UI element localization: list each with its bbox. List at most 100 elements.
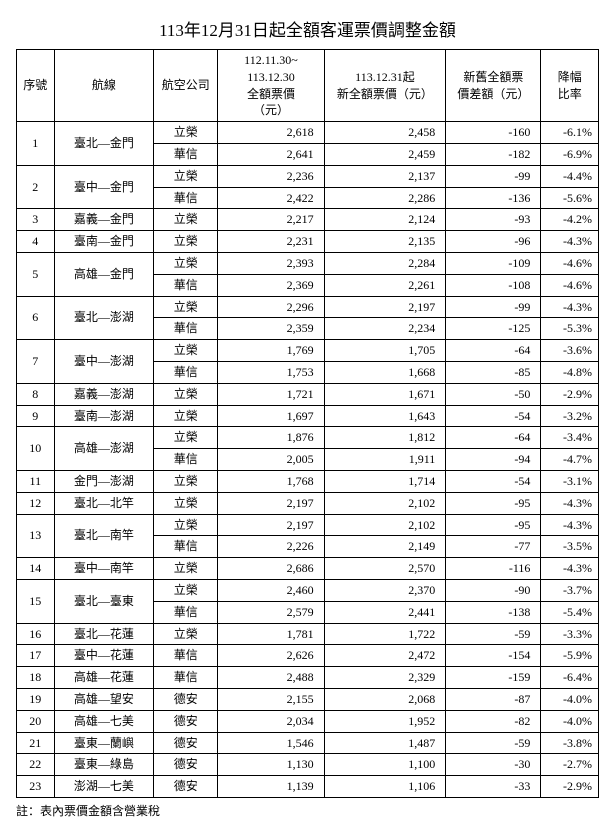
cell-rate: -3.2% — [541, 405, 599, 427]
cell-route: 高雄—望安 — [54, 688, 154, 710]
cell-new: 2,472 — [324, 645, 446, 667]
col-rate: 降幅比率 — [541, 50, 599, 122]
cell-airline: 立榮 — [154, 296, 218, 318]
cell-rate: -4.4% — [541, 165, 599, 187]
cell-old: 1,697 — [218, 405, 324, 427]
cell-route: 臺中—澎湖 — [54, 340, 154, 384]
cell-old: 2,579 — [218, 601, 324, 623]
cell-idx: 12 — [17, 492, 55, 514]
cell-idx: 11 — [17, 470, 55, 492]
cell-old: 2,005 — [218, 449, 324, 471]
cell-diff: -154 — [446, 645, 541, 667]
cell-route: 臺北—金門 — [54, 122, 154, 166]
cell-new: 1,911 — [324, 449, 446, 471]
cell-old: 2,460 — [218, 579, 324, 601]
cell-old: 1,546 — [218, 732, 324, 754]
cell-new: 1,100 — [324, 754, 446, 776]
cell-idx: 16 — [17, 623, 55, 645]
cell-old: 2,686 — [218, 558, 324, 580]
cell-new: 2,124 — [324, 209, 446, 231]
cell-rate: -3.3% — [541, 623, 599, 645]
table-row: 13臺北—南竿立榮2,1972,102-95-4.3% — [17, 514, 599, 536]
cell-idx: 20 — [17, 710, 55, 732]
cell-old: 1,753 — [218, 361, 324, 383]
cell-idx: 21 — [17, 732, 55, 754]
table-row: 20高雄—七美德安2,0341,952-82-4.0% — [17, 710, 599, 732]
cell-airline: 華信 — [154, 449, 218, 471]
cell-old: 1,781 — [218, 623, 324, 645]
cell-rate: -5.4% — [541, 601, 599, 623]
cell-idx: 10 — [17, 427, 55, 471]
cell-airline: 立榮 — [154, 470, 218, 492]
cell-rate: -6.1% — [541, 122, 599, 144]
table-row: 4臺南—金門立榮2,2312,135-96-4.3% — [17, 231, 599, 253]
cell-new: 2,234 — [324, 318, 446, 340]
cell-idx: 8 — [17, 383, 55, 405]
cell-new: 1,643 — [324, 405, 446, 427]
cell-idx: 9 — [17, 405, 55, 427]
cell-new: 2,197 — [324, 296, 446, 318]
col-new: 113.12.31起新全額票價（元） — [324, 50, 446, 122]
cell-old: 2,197 — [218, 514, 324, 536]
cell-airline: 華信 — [154, 361, 218, 383]
cell-old: 2,296 — [218, 296, 324, 318]
cell-route: 高雄—花蓮 — [54, 667, 154, 689]
cell-old: 2,034 — [218, 710, 324, 732]
table-row: 8嘉義—澎湖立榮1,7211,671-50-2.9% — [17, 383, 599, 405]
table-row: 17臺中—花蓮華信2,6262,472-154-5.9% — [17, 645, 599, 667]
cell-route: 臺北—花蓮 — [54, 623, 154, 645]
cell-diff: -136 — [446, 187, 541, 209]
cell-airline: 華信 — [154, 645, 218, 667]
cell-diff: -64 — [446, 427, 541, 449]
cell-rate: -4.8% — [541, 361, 599, 383]
cell-rate: -4.3% — [541, 296, 599, 318]
table-row: 16臺北—花蓮立榮1,7811,722-59-3.3% — [17, 623, 599, 645]
cell-diff: -109 — [446, 252, 541, 274]
cell-rate: -4.3% — [541, 558, 599, 580]
cell-rate: -4.0% — [541, 710, 599, 732]
cell-diff: -87 — [446, 688, 541, 710]
cell-diff: -50 — [446, 383, 541, 405]
cell-airline: 華信 — [154, 187, 218, 209]
cell-diff: -125 — [446, 318, 541, 340]
col-idx: 序號 — [17, 50, 55, 122]
table-row: 6臺北—澎湖立榮2,2962,197-99-4.3% — [17, 296, 599, 318]
cell-diff: -99 — [446, 165, 541, 187]
cell-old: 2,626 — [218, 645, 324, 667]
cell-new: 2,102 — [324, 492, 446, 514]
cell-new: 1,671 — [324, 383, 446, 405]
cell-route: 臺北—北竿 — [54, 492, 154, 514]
cell-airline: 華信 — [154, 274, 218, 296]
cell-new: 2,441 — [324, 601, 446, 623]
cell-airline: 華信 — [154, 667, 218, 689]
cell-new: 2,286 — [324, 187, 446, 209]
cell-diff: -54 — [446, 405, 541, 427]
cell-rate: -3.8% — [541, 732, 599, 754]
col-diff: 新舊全額票價差額（元） — [446, 50, 541, 122]
cell-airline: 立榮 — [154, 579, 218, 601]
cell-diff: -59 — [446, 732, 541, 754]
cell-idx: 7 — [17, 340, 55, 384]
table-row: 18高雄—花蓮華信2,4882,329-159-6.4% — [17, 667, 599, 689]
cell-diff: -99 — [446, 296, 541, 318]
cell-diff: -30 — [446, 754, 541, 776]
cell-diff: -64 — [446, 340, 541, 362]
cell-old: 2,641 — [218, 143, 324, 165]
cell-airline: 立榮 — [154, 209, 218, 231]
cell-rate: -6.4% — [541, 667, 599, 689]
cell-diff: -85 — [446, 361, 541, 383]
table-header-row: 序號 航線 航空公司 112.11.30~113.12.30全額票價（元） 11… — [17, 50, 599, 122]
cell-new: 1,722 — [324, 623, 446, 645]
cell-diff: -93 — [446, 209, 541, 231]
cell-airline: 德安 — [154, 710, 218, 732]
cell-rate: -3.6% — [541, 340, 599, 362]
table-row: 1臺北—金門立榮2,6182,458-160-6.1% — [17, 122, 599, 144]
cell-rate: -2.7% — [541, 754, 599, 776]
cell-airline: 立榮 — [154, 383, 218, 405]
table-row: 12臺北—北竿立榮2,1972,102-95-4.3% — [17, 492, 599, 514]
cell-old: 2,422 — [218, 187, 324, 209]
table-row: 7臺中—澎湖立榮1,7691,705-64-3.6% — [17, 340, 599, 362]
cell-new: 1,668 — [324, 361, 446, 383]
cell-diff: -138 — [446, 601, 541, 623]
cell-new: 2,135 — [324, 231, 446, 253]
